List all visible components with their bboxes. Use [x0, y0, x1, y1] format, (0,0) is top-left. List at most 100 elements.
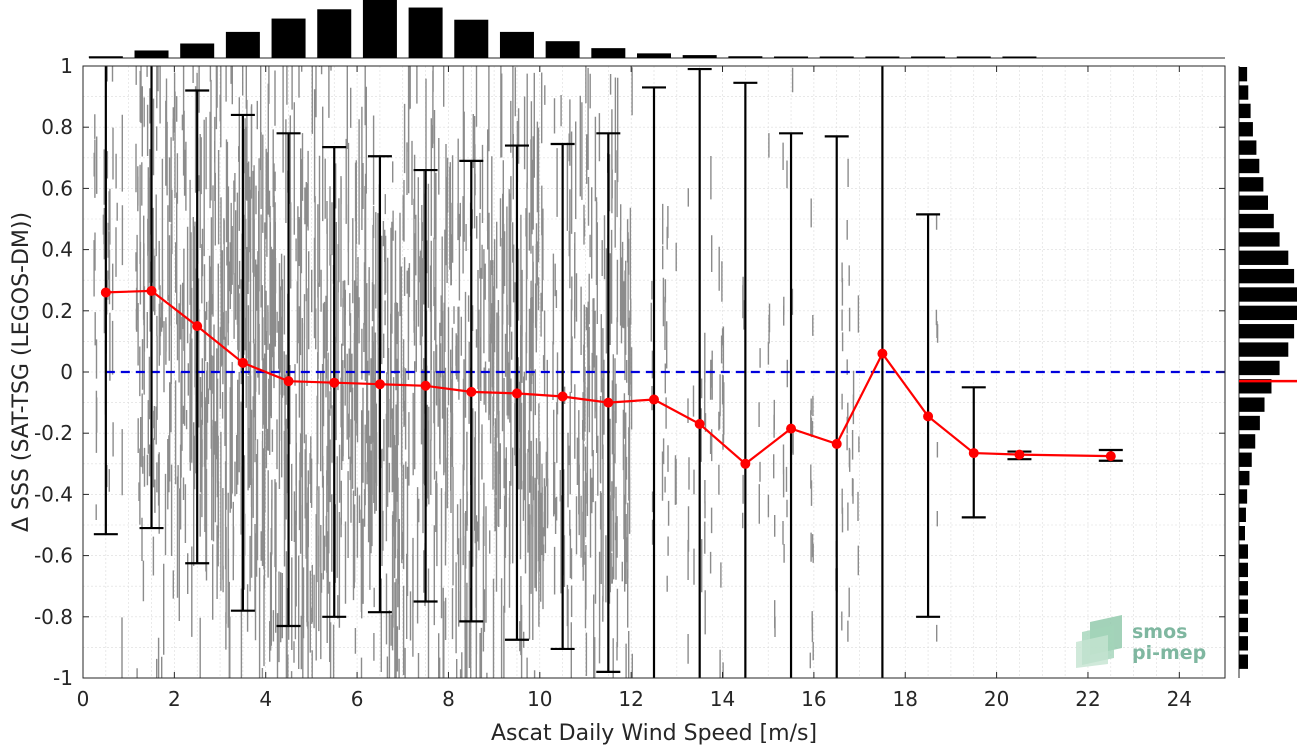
x-histogram-bar: [362, 0, 397, 58]
error-bar: [733, 81, 758, 678]
y-histogram-bar: [1239, 452, 1252, 467]
x-histogram: [88, 0, 1225, 59]
x-histogram-bar: [911, 56, 946, 58]
x-histogram-bar: [180, 43, 215, 58]
x-histogram-bar: [637, 53, 671, 58]
y-histogram-bar: [1239, 360, 1280, 376]
mean-point: [694, 419, 705, 430]
mean-point: [192, 321, 203, 332]
y-tick-label: 0.6: [41, 176, 73, 200]
mean-point: [237, 357, 248, 368]
x-histogram-bar: [956, 56, 991, 58]
y-histogram-bar: [1239, 85, 1249, 100]
y-histogram-bar: [1239, 470, 1250, 486]
x-histogram-bar: [774, 56, 809, 58]
y-histogram-bar: [1239, 342, 1289, 357]
ticks: 0 2 4 6 8 10 12 14 16 18 20 22 2410.80.60.40.20-0.2-…: [34, 54, 1225, 711]
x-tick-label: 6: [351, 687, 364, 711]
x-histogram-bar: [591, 48, 626, 58]
smos-pimep-logo: smos pi-mep: [1076, 615, 1206, 668]
y-histogram-bar: [1239, 287, 1297, 302]
logo-line1: smos: [1132, 621, 1187, 643]
mean-point: [649, 394, 659, 405]
error-bar: [139, 66, 164, 530]
y-tick-label: 0: [60, 360, 73, 384]
y-tick-label: 0.2: [41, 299, 73, 323]
x-tick-label: 10: [527, 687, 552, 711]
x-tick-label: 2: [168, 687, 181, 711]
mean-series-line: [105, 289, 1111, 466]
x-histogram-bar: [454, 19, 489, 58]
x-histogram-bar: [317, 9, 352, 59]
logo-line2: pi-mep: [1132, 642, 1206, 664]
y-histogram-bar: [1239, 67, 1248, 82]
y-histogram: [1238, 66, 1297, 678]
mean-point: [831, 438, 842, 449]
y-histogram-bar: [1239, 177, 1264, 192]
x-tick-label: 22: [1075, 687, 1100, 711]
y-histogram-bar: [1239, 581, 1248, 596]
y-tick-label: -0.2: [34, 421, 73, 445]
y-histogram-bar: [1239, 268, 1295, 284]
mean-point: [420, 380, 431, 391]
x-tick-label: 14: [710, 687, 735, 711]
y-histogram-bar: [1239, 599, 1248, 614]
error-bar: [824, 135, 849, 678]
y-tick-label: -0.6: [34, 544, 73, 568]
error-bar: [779, 132, 804, 678]
x-histogram-bar: [728, 56, 763, 58]
y-histogram-bar: [1239, 232, 1280, 247]
mean-point: [1105, 451, 1116, 462]
y-histogram-bar: [1239, 122, 1253, 137]
mean-point: [329, 377, 340, 388]
y-histogram-bar: [1239, 324, 1295, 339]
y-tick-label: 0.4: [41, 238, 73, 262]
x-histogram-bar: [408, 7, 443, 58]
mean-point: [557, 391, 568, 402]
y-histogram-bar: [1239, 379, 1272, 394]
mean-point: [968, 448, 979, 459]
y-histogram-bar: [1239, 415, 1260, 431]
x-histogram-bar: [865, 56, 900, 58]
mean-point: [923, 411, 934, 422]
mean-point: [786, 423, 797, 434]
y-histogram-bar: [1239, 654, 1248, 669]
y-histogram-bar: [1239, 397, 1265, 412]
y-histogram-bar: [1239, 195, 1268, 210]
y-histogram-bar: [1239, 507, 1246, 522]
mean-point: [146, 285, 157, 296]
x-tick-label: 4: [259, 687, 272, 711]
mean-point: [511, 388, 522, 399]
y-tick-label: -1: [53, 666, 73, 690]
x-tick-label: 12: [618, 687, 643, 711]
y-histogram-bar: [1239, 250, 1289, 265]
x-histogram-bar: [225, 31, 260, 58]
mean-point: [466, 386, 477, 397]
x-histogram-bar: [682, 55, 717, 58]
x-tick-label: 0: [77, 687, 90, 711]
x-histogram-bar: [819, 56, 854, 58]
mean-series: [100, 285, 1116, 469]
y-histogram-bar: [1239, 636, 1248, 651]
y-tick-label: -0.4: [34, 482, 73, 506]
y-histogram-bar: [1239, 544, 1248, 559]
y-histogram-bar: [1239, 562, 1248, 578]
x-histogram-bar: [545, 41, 580, 58]
mean-point: [1014, 449, 1025, 460]
error-bar: [687, 67, 712, 678]
x-histogram-bar: [271, 18, 306, 59]
x-tick-label: 20: [984, 687, 1009, 711]
y-histogram-bar: [1239, 526, 1245, 541]
mean-point: [374, 379, 385, 390]
x-histogram-bar: [1002, 56, 1037, 58]
y-tick-label: 0.8: [41, 115, 73, 139]
y-histogram-bar: [1239, 489, 1248, 504]
y-histogram-bar: [1239, 305, 1297, 321]
mean-point: [603, 397, 614, 408]
y-histogram-bar: [1239, 213, 1274, 229]
y-histogram-bar: [1239, 617, 1248, 633]
y-axis-label: Δ SSS (SAT-TSG (LEGOS-DM)): [9, 212, 34, 532]
x-tick-label: 16: [801, 687, 826, 711]
x-histogram-bar: [88, 56, 123, 58]
